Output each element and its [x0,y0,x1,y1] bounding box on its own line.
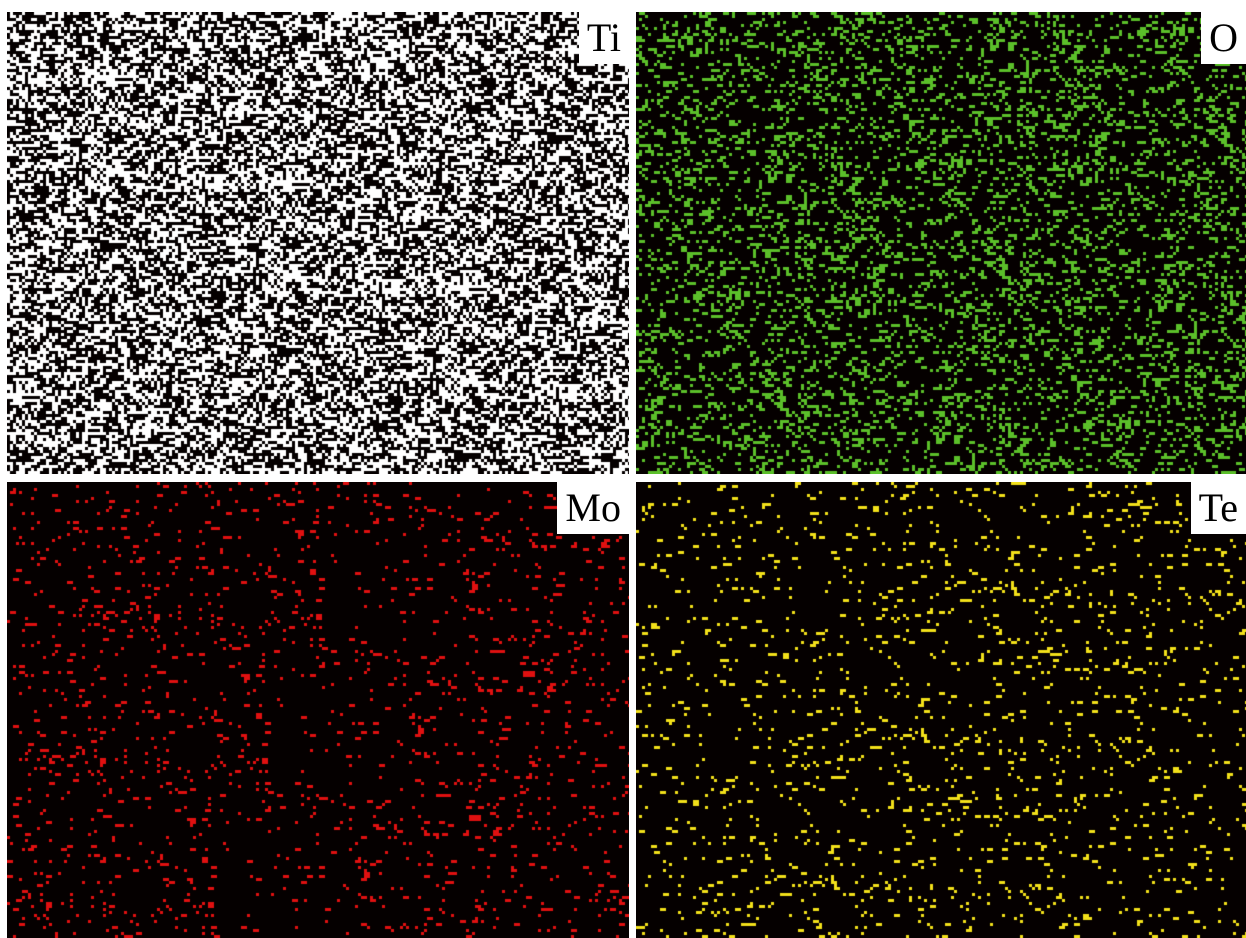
ti-map-panel: Ti [7,12,629,474]
ti-element-label: Ti [578,12,629,64]
te-map-panel: Te [636,482,1246,938]
mo-element-label: Mo [557,482,629,534]
o-map-panel: O [636,12,1246,474]
mo-map-panel: Mo [7,482,629,938]
o-map-image [636,12,1246,474]
te-map-image [636,482,1246,938]
o-element-label: O [1201,12,1246,64]
te-element-label: Te [1190,482,1246,534]
ti-map-image [7,12,629,474]
mo-map-image [7,482,629,938]
